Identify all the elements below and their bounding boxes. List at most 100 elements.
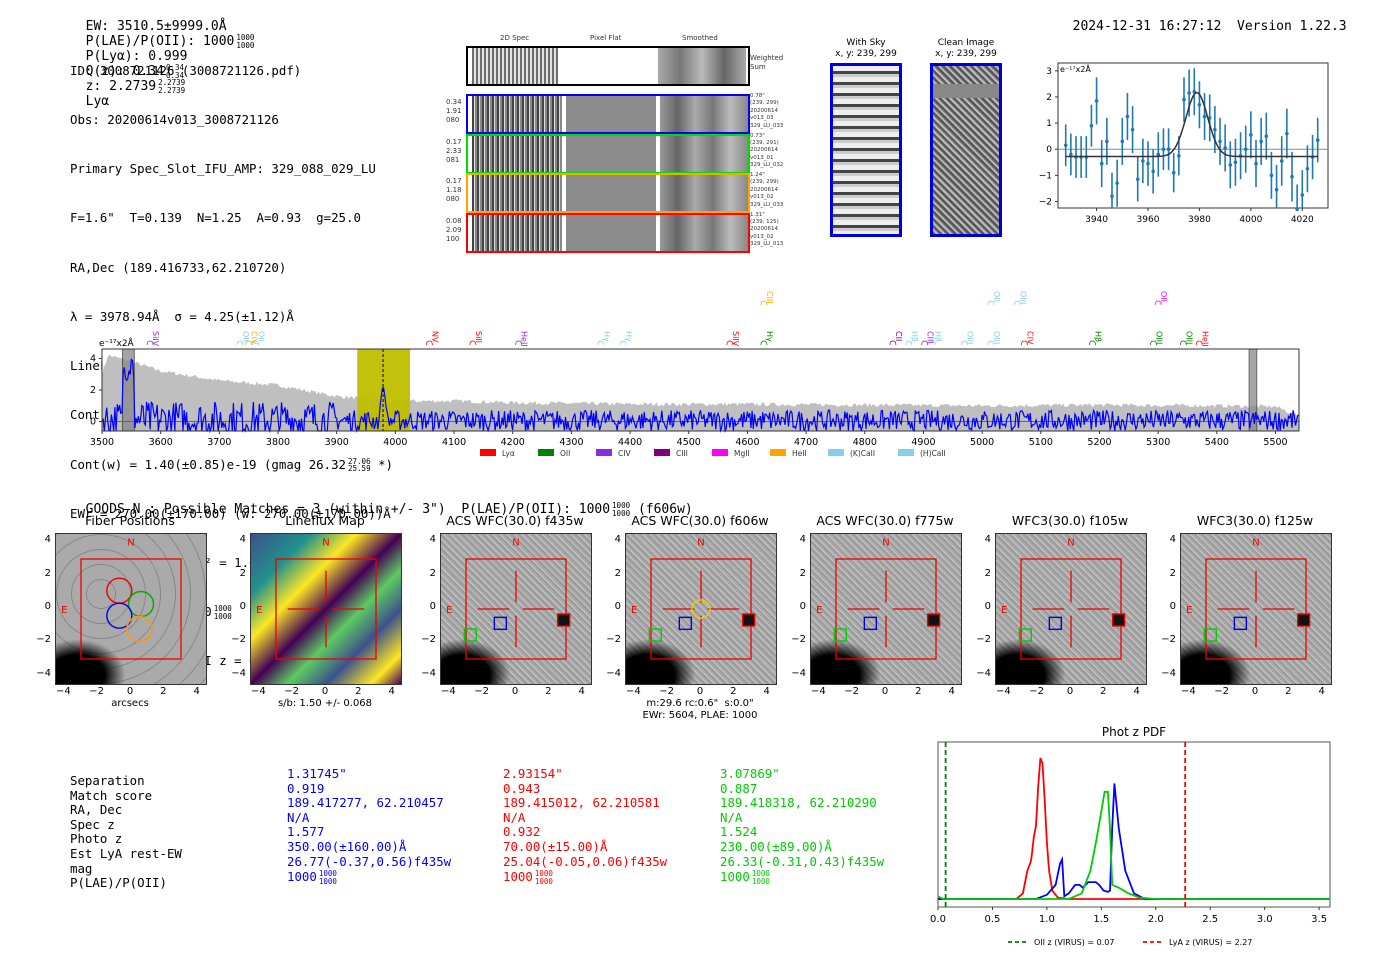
x-tick-label: 2	[1100, 686, 1107, 697]
line-marker-label: Hβ	[1093, 331, 1102, 342]
smoothed-cutout	[660, 96, 748, 132]
x-tick-label: 0	[881, 686, 889, 697]
x-tick-label: 3960	[1137, 215, 1160, 225]
data-point	[1151, 169, 1155, 174]
legend-label: OII z (VIRUS) = 0.07	[1034, 938, 1114, 947]
match-row-label: P(LAE)/P(OII)	[70, 875, 167, 891]
y-tick-label: 2	[44, 567, 51, 579]
compass-north: N	[322, 538, 329, 549]
spec2d-row-stats: 0.34 1.91 080	[446, 98, 466, 125]
compass-north: N	[697, 538, 704, 549]
y-tick-label: −2	[606, 634, 621, 646]
spec2d-row-stats: 0.08 2.09 100	[446, 217, 466, 244]
clean-image-title: Clean Image x, y: 239, 299	[930, 38, 1002, 60]
fiber-circle	[127, 590, 155, 618]
x-tick-label: 0	[321, 686, 329, 697]
aperture-box	[80, 558, 182, 660]
y-tick-label: 2	[614, 567, 621, 579]
match-box-red	[1111, 613, 1126, 627]
data-point	[1120, 139, 1125, 144]
line-marker-bracket	[597, 340, 605, 346]
x-tick-label: 0.5	[984, 914, 1000, 925]
x-tick-label: −4	[810, 686, 826, 697]
aperture-box	[1020, 558, 1122, 660]
data-point	[1233, 160, 1238, 165]
y-tick-label: −2	[421, 634, 436, 646]
x-tick-label: 3980	[1188, 215, 1211, 225]
match-plae: 1000 1000 1000	[503, 869, 667, 885]
match-value: 189.418318, 62.210290	[720, 795, 877, 811]
legend-label: (K)CaII	[850, 449, 875, 458]
compass-east: E	[816, 605, 822, 616]
compass-east: E	[61, 605, 67, 616]
match-value: N/A	[503, 809, 526, 825]
meta-value: 20200614	[750, 107, 778, 114]
x-tick-label: −2	[474, 686, 490, 697]
y-tick-label: −2	[36, 634, 51, 646]
x-tick-label: 4700	[794, 437, 818, 448]
photz-pdf-plot: Phot z PDF 0.0 0.5 1.0 1.5 2.0 2.5 3.0 3.5 OII z …	[930, 725, 1331, 947]
weighted-sum-row	[466, 46, 750, 86]
spec2d-panel: 2D Spec Pixel Flat Smoothed Weighted Sum…	[440, 30, 820, 260]
line-marker-label: SiIV	[731, 331, 740, 347]
stat-value: 080	[446, 195, 460, 203]
match-box-blue	[1233, 616, 1248, 631]
x-tick-label: 3800	[266, 437, 290, 448]
x-tick-label: −2	[1214, 686, 1230, 697]
y-tick-label: 0	[429, 601, 436, 612]
aperture-box	[650, 558, 752, 660]
match-box-green	[1203, 628, 1218, 642]
legend-label: OII	[560, 449, 570, 458]
data-point	[1063, 143, 1068, 148]
with-sky-title: With Sky x, y: 239, 299	[830, 38, 902, 60]
x-tick-label: 2.5	[1202, 914, 1218, 925]
match-box-green	[1018, 628, 1033, 642]
x-tick-label: −2	[844, 686, 860, 697]
legend-swatch	[770, 449, 786, 456]
meta-value: 329_LU_033	[750, 201, 784, 208]
data-point	[1285, 131, 1289, 136]
info-id: ID: 3008721126 (3008721126.pdf)	[70, 62, 302, 78]
info-contw: Cont(w) = 1.40(±0.85)e-19 (gmag 26.32 27.…	[70, 457, 393, 473]
compass-east: E	[1186, 605, 1192, 616]
line-marker-label: CII	[894, 331, 903, 341]
with-sky-image	[830, 63, 902, 237]
match-row-label: Match score	[70, 787, 153, 803]
spec2d-row	[466, 212, 750, 253]
match-row-label: Photo z	[70, 831, 123, 847]
line-marker: Hβ	[905, 331, 919, 346]
imaging-panel-title: ACS WFC(30.0) f775w	[816, 513, 954, 528]
weighted-sum-label: Weighted Sum	[750, 54, 784, 71]
spec2d-row	[466, 173, 750, 213]
line-marker-bracket	[146, 340, 154, 346]
x-tick-label: 3940	[1085, 215, 1108, 225]
pdf-curve-red	[938, 757, 1330, 900]
y-tick-label: 4	[44, 534, 51, 546]
imaging-xlabel: s/b: 1.50 +/- 0.068	[277, 698, 373, 709]
y-tick-label: −2	[1039, 197, 1052, 207]
summary-upper: 1000	[612, 501, 631, 510]
x-tick-label: 3.5	[1311, 914, 1327, 925]
x-tick-label: 2	[545, 686, 552, 697]
line-marker: OIII	[1180, 331, 1193, 346]
legend-swatch	[654, 449, 670, 456]
match-value: 1.524	[720, 824, 758, 840]
y-tick-label: −4	[976, 667, 991, 679]
data-point	[1228, 163, 1233, 167]
line-marker-label: HeII	[520, 331, 529, 347]
line-marker: OII	[236, 331, 250, 346]
x-tick-label: 4200	[501, 437, 525, 448]
flux-spectrum	[101, 358, 1300, 434]
x-tick-label: 4000	[1239, 215, 1262, 225]
y-tick-label: −4	[606, 667, 621, 679]
match-value: 189.415012, 62.210581	[503, 795, 660, 811]
stat-value: 0.08	[446, 216, 462, 225]
stat-value: 0.34	[446, 98, 462, 106]
info-ewr: EWr = 270.00(±170.00) (w: 270.00(±170.00…	[70, 505, 391, 521]
spec2d-row-stats: 0.17 1.18 080	[446, 177, 466, 204]
x-tick-label: −2	[1029, 686, 1045, 697]
stat-value: 2.33	[446, 146, 462, 155]
clean-image-mask	[933, 84, 999, 98]
x-tick-label: 3500	[90, 437, 114, 448]
